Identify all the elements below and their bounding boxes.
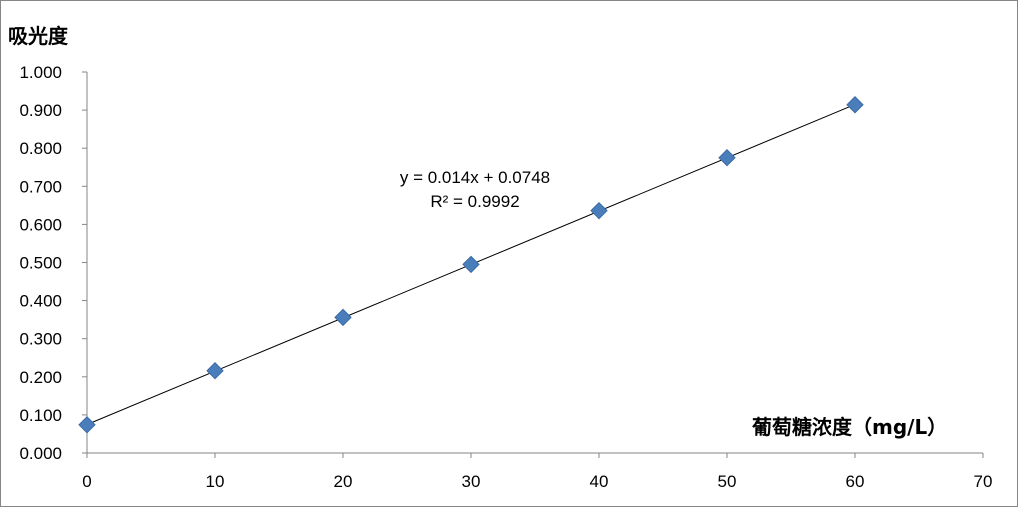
y-tick-label: 0.000 bbox=[19, 444, 62, 463]
x-tick-label: 0 bbox=[82, 472, 91, 491]
data-point bbox=[334, 308, 352, 327]
x-tick-label: 30 bbox=[462, 472, 481, 491]
data-point bbox=[846, 96, 864, 114]
y-tick-label: 0.800 bbox=[19, 139, 62, 158]
axes bbox=[82, 71, 984, 458]
y-tick-label: 0.300 bbox=[19, 330, 62, 349]
data-point bbox=[590, 201, 608, 220]
x-tick-label: 40 bbox=[590, 472, 609, 491]
y-tick-label: 0.200 bbox=[19, 368, 62, 387]
trendline-r-squared: R² = 0.9992 bbox=[430, 192, 519, 211]
data-point bbox=[78, 416, 96, 434]
y-tick-label: 0.700 bbox=[19, 177, 62, 196]
y-tick-label: 0.900 bbox=[19, 101, 62, 120]
x-axis-title: 葡萄糖浓度（mg/L） bbox=[751, 415, 947, 439]
data-point bbox=[462, 255, 480, 274]
x-tick-label: 70 bbox=[974, 472, 993, 491]
data-point bbox=[718, 149, 736, 167]
y-tick-label: 0.400 bbox=[19, 292, 62, 311]
data-point bbox=[206, 361, 224, 380]
y-tick-label: 0.100 bbox=[19, 406, 62, 425]
x-tick-label: 50 bbox=[718, 472, 737, 491]
x-tick-label: 60 bbox=[846, 472, 865, 491]
data-points bbox=[78, 96, 864, 434]
y-tick-label: 0.600 bbox=[19, 215, 62, 234]
tick-labels: 0.000 0.100 0.200 0.300 0.400 0.500 0.600 0.700… bbox=[19, 63, 992, 491]
x-tick-label: 10 bbox=[206, 472, 225, 491]
y-tick-label: 0.500 bbox=[19, 254, 62, 273]
y-axis-title: 吸光度 bbox=[8, 24, 69, 48]
trendline-equation: y = 0.014x + 0.0748 bbox=[400, 168, 550, 187]
x-tick-label: 20 bbox=[334, 472, 353, 491]
y-tick-label: 1.000 bbox=[19, 63, 62, 82]
